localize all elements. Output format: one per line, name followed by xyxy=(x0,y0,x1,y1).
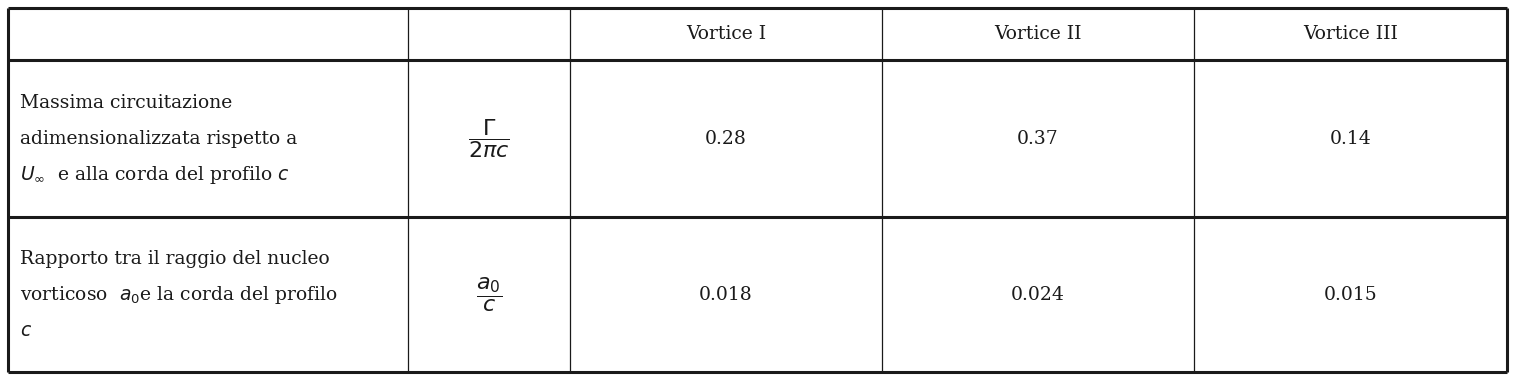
Text: 0.37: 0.37 xyxy=(1017,130,1059,148)
Text: Massima circuitazione: Massima circuitazione xyxy=(20,94,232,112)
Text: 0.28: 0.28 xyxy=(704,130,747,148)
Text: Vortice II: Vortice II xyxy=(994,25,1082,43)
Text: adimensionalizzata rispetto a: adimensionalizzata rispetto a xyxy=(20,130,297,148)
Text: 0.14: 0.14 xyxy=(1330,130,1371,148)
Text: 0.024: 0.024 xyxy=(1011,286,1065,304)
Text: $\dfrac{\Gamma}{2\pi c}$: $\dfrac{\Gamma}{2\pi c}$ xyxy=(468,117,511,160)
Text: $U_{\infty}$  e alla corda del profilo $c$: $U_{\infty}$ e alla corda del profilo $c… xyxy=(20,164,289,186)
Text: vorticoso  $a_0$e la corda del profilo: vorticoso $a_0$e la corda del profilo xyxy=(20,284,338,306)
Text: Vortice I: Vortice I xyxy=(686,25,767,43)
Text: Vortice III: Vortice III xyxy=(1303,25,1398,43)
Text: $c$: $c$ xyxy=(20,322,32,340)
Text: 0.015: 0.015 xyxy=(1324,286,1377,304)
Text: 0.018: 0.018 xyxy=(698,286,753,304)
Text: Rapporto tra il raggio del nucleo: Rapporto tra il raggio del nucleo xyxy=(20,250,329,268)
Text: $\dfrac{a_0}{c}$: $\dfrac{a_0}{c}$ xyxy=(476,276,501,314)
